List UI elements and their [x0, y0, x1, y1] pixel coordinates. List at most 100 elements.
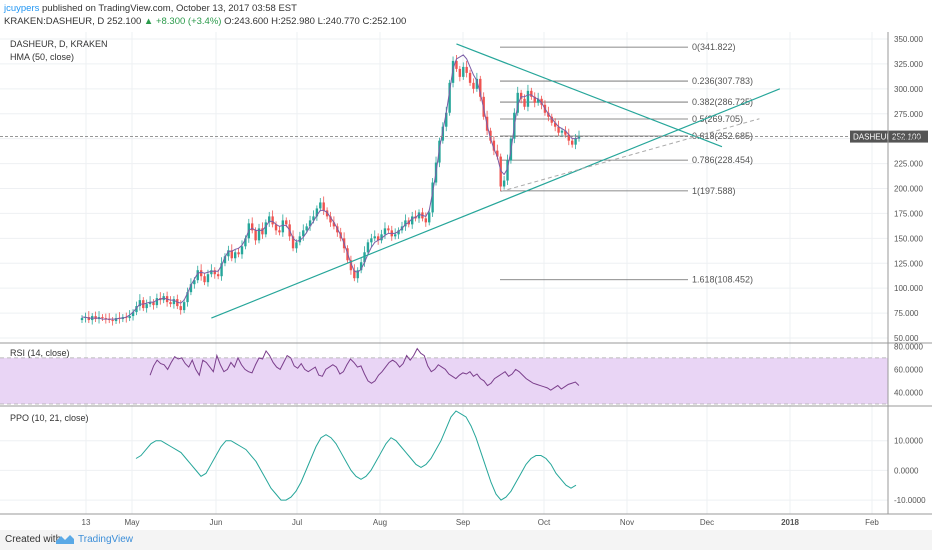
candle: [516, 92, 519, 113]
candle: [462, 66, 465, 77]
candle: [445, 112, 448, 127]
author-link[interactable]: jcuypers: [4, 3, 40, 14]
candle: [489, 130, 492, 141]
ppo-tick-label: 10.0000: [894, 437, 923, 446]
candle: [370, 238, 373, 243]
rsi-pane[interactable]: RSI (14, close): [0, 347, 888, 405]
trendline: [211, 88, 781, 319]
y-tick-label: 50.000: [894, 334, 919, 343]
candle: [570, 140, 574, 145]
candle: [533, 96, 536, 103]
candle: [540, 98, 543, 105]
candle: [152, 302, 155, 306]
candle: [564, 130, 567, 135]
candle: [179, 306, 182, 311]
x-tick-label: Sep: [456, 518, 471, 527]
tradingview-brand[interactable]: TradingView: [78, 534, 134, 545]
candle: [274, 224, 278, 231]
ppo-line: [135, 410, 577, 501]
candle: [145, 304, 148, 309]
candle: [475, 78, 479, 89]
y-tick-label: 275.000: [894, 110, 923, 119]
y-tick-label: 200.000: [894, 185, 923, 194]
candle: [387, 228, 390, 231]
candle: [240, 246, 244, 255]
fib-level-label: 1(197.588): [692, 186, 736, 196]
y-tick-label: 125.000: [894, 259, 923, 268]
candle: [308, 220, 312, 227]
chart-area[interactable]: DASHEUR, D, KRAKEN HMA (50, close) 0(341.8…: [0, 32, 932, 532]
candle: [397, 230, 400, 235]
x-tick-label: Oct: [538, 518, 551, 527]
candle: [560, 130, 564, 133]
candle: [431, 182, 434, 213]
candle: [465, 66, 468, 73]
ppo-pane[interactable]: PPO (10, 21, close): [10, 410, 577, 501]
rsi-title: RSI (14, close): [10, 348, 70, 358]
candle: [305, 226, 308, 231]
candle: [230, 250, 233, 259]
candle: [332, 222, 336, 227]
candle: [359, 262, 363, 271]
candle: [567, 134, 570, 141]
candle: [257, 228, 261, 241]
candle: [319, 202, 322, 209]
hma-line: [82, 54, 580, 320]
candle: [468, 72, 472, 83]
candle: [376, 236, 380, 241]
ppo-title: PPO (10, 21, close): [10, 413, 89, 423]
candle: [530, 90, 533, 97]
candle: [523, 98, 526, 107]
trendline: [456, 43, 723, 148]
x-tick-label: 2018: [781, 518, 799, 527]
candle: [182, 302, 186, 311]
footer: Created with TradingView: [0, 530, 932, 550]
symbol-ohlc-line: KRAKEN:DASHEUR, D 252.100 ▲ +8.300 (+3.4…: [4, 16, 406, 27]
candle: [526, 90, 530, 107]
y-tick-label: 300.000: [894, 85, 923, 94]
y-tick-label: 100.000: [894, 284, 923, 293]
candle: [148, 302, 152, 305]
candle: [128, 316, 131, 319]
candle: [458, 68, 462, 77]
symbol-tag-bg: [850, 130, 888, 143]
candle: [111, 320, 114, 322]
symbol-tag: DASHEUR: [853, 133, 892, 142]
candle: [557, 126, 560, 133]
candle: [172, 299, 176, 305]
candle: [206, 274, 210, 283]
fib-level-label: 0.786(228.454): [692, 155, 753, 165]
price-pane[interactable]: DASHEUR, D, KRAKEN HMA (50, close) 0(341.8…: [0, 39, 928, 326]
fib-level-label: 0.236(307.783): [692, 76, 753, 86]
candle: [254, 230, 257, 241]
publish-info: published on TradingView.com, October 13…: [42, 3, 297, 14]
candle: [291, 236, 295, 249]
y-tick-label: 175.000: [894, 209, 923, 218]
candle: [237, 252, 240, 255]
publish-line: jcuypers published on TradingView.com, O…: [4, 3, 297, 14]
hma-label: HMA (50, close): [10, 52, 74, 62]
candle: [492, 140, 496, 151]
candle: [410, 216, 414, 225]
candle: [496, 150, 499, 157]
candle: [448, 82, 451, 113]
candle: [322, 202, 325, 211]
ppo-tick-label: 0.0000: [894, 466, 919, 475]
candle: [268, 216, 271, 223]
rsi-line: [149, 347, 580, 391]
created-with-label: Created with: [5, 534, 62, 545]
candle: [251, 223, 254, 231]
candle: [536, 98, 540, 103]
x-tick-label: 13: [82, 518, 91, 527]
candle: [356, 270, 359, 279]
rsi-tick-label: 60.0000: [894, 365, 923, 374]
fib-level-label: 0(341.822): [692, 42, 736, 52]
candle: [271, 216, 274, 225]
candle: [373, 236, 376, 239]
candle: [189, 284, 193, 293]
y-tick-label: 350.000: [894, 35, 923, 44]
fib-level-label: 0.382(286.725): [692, 97, 753, 107]
x-tick-label: Jul: [292, 518, 302, 527]
rsi-band: [0, 357, 888, 404]
candle: [417, 212, 421, 219]
